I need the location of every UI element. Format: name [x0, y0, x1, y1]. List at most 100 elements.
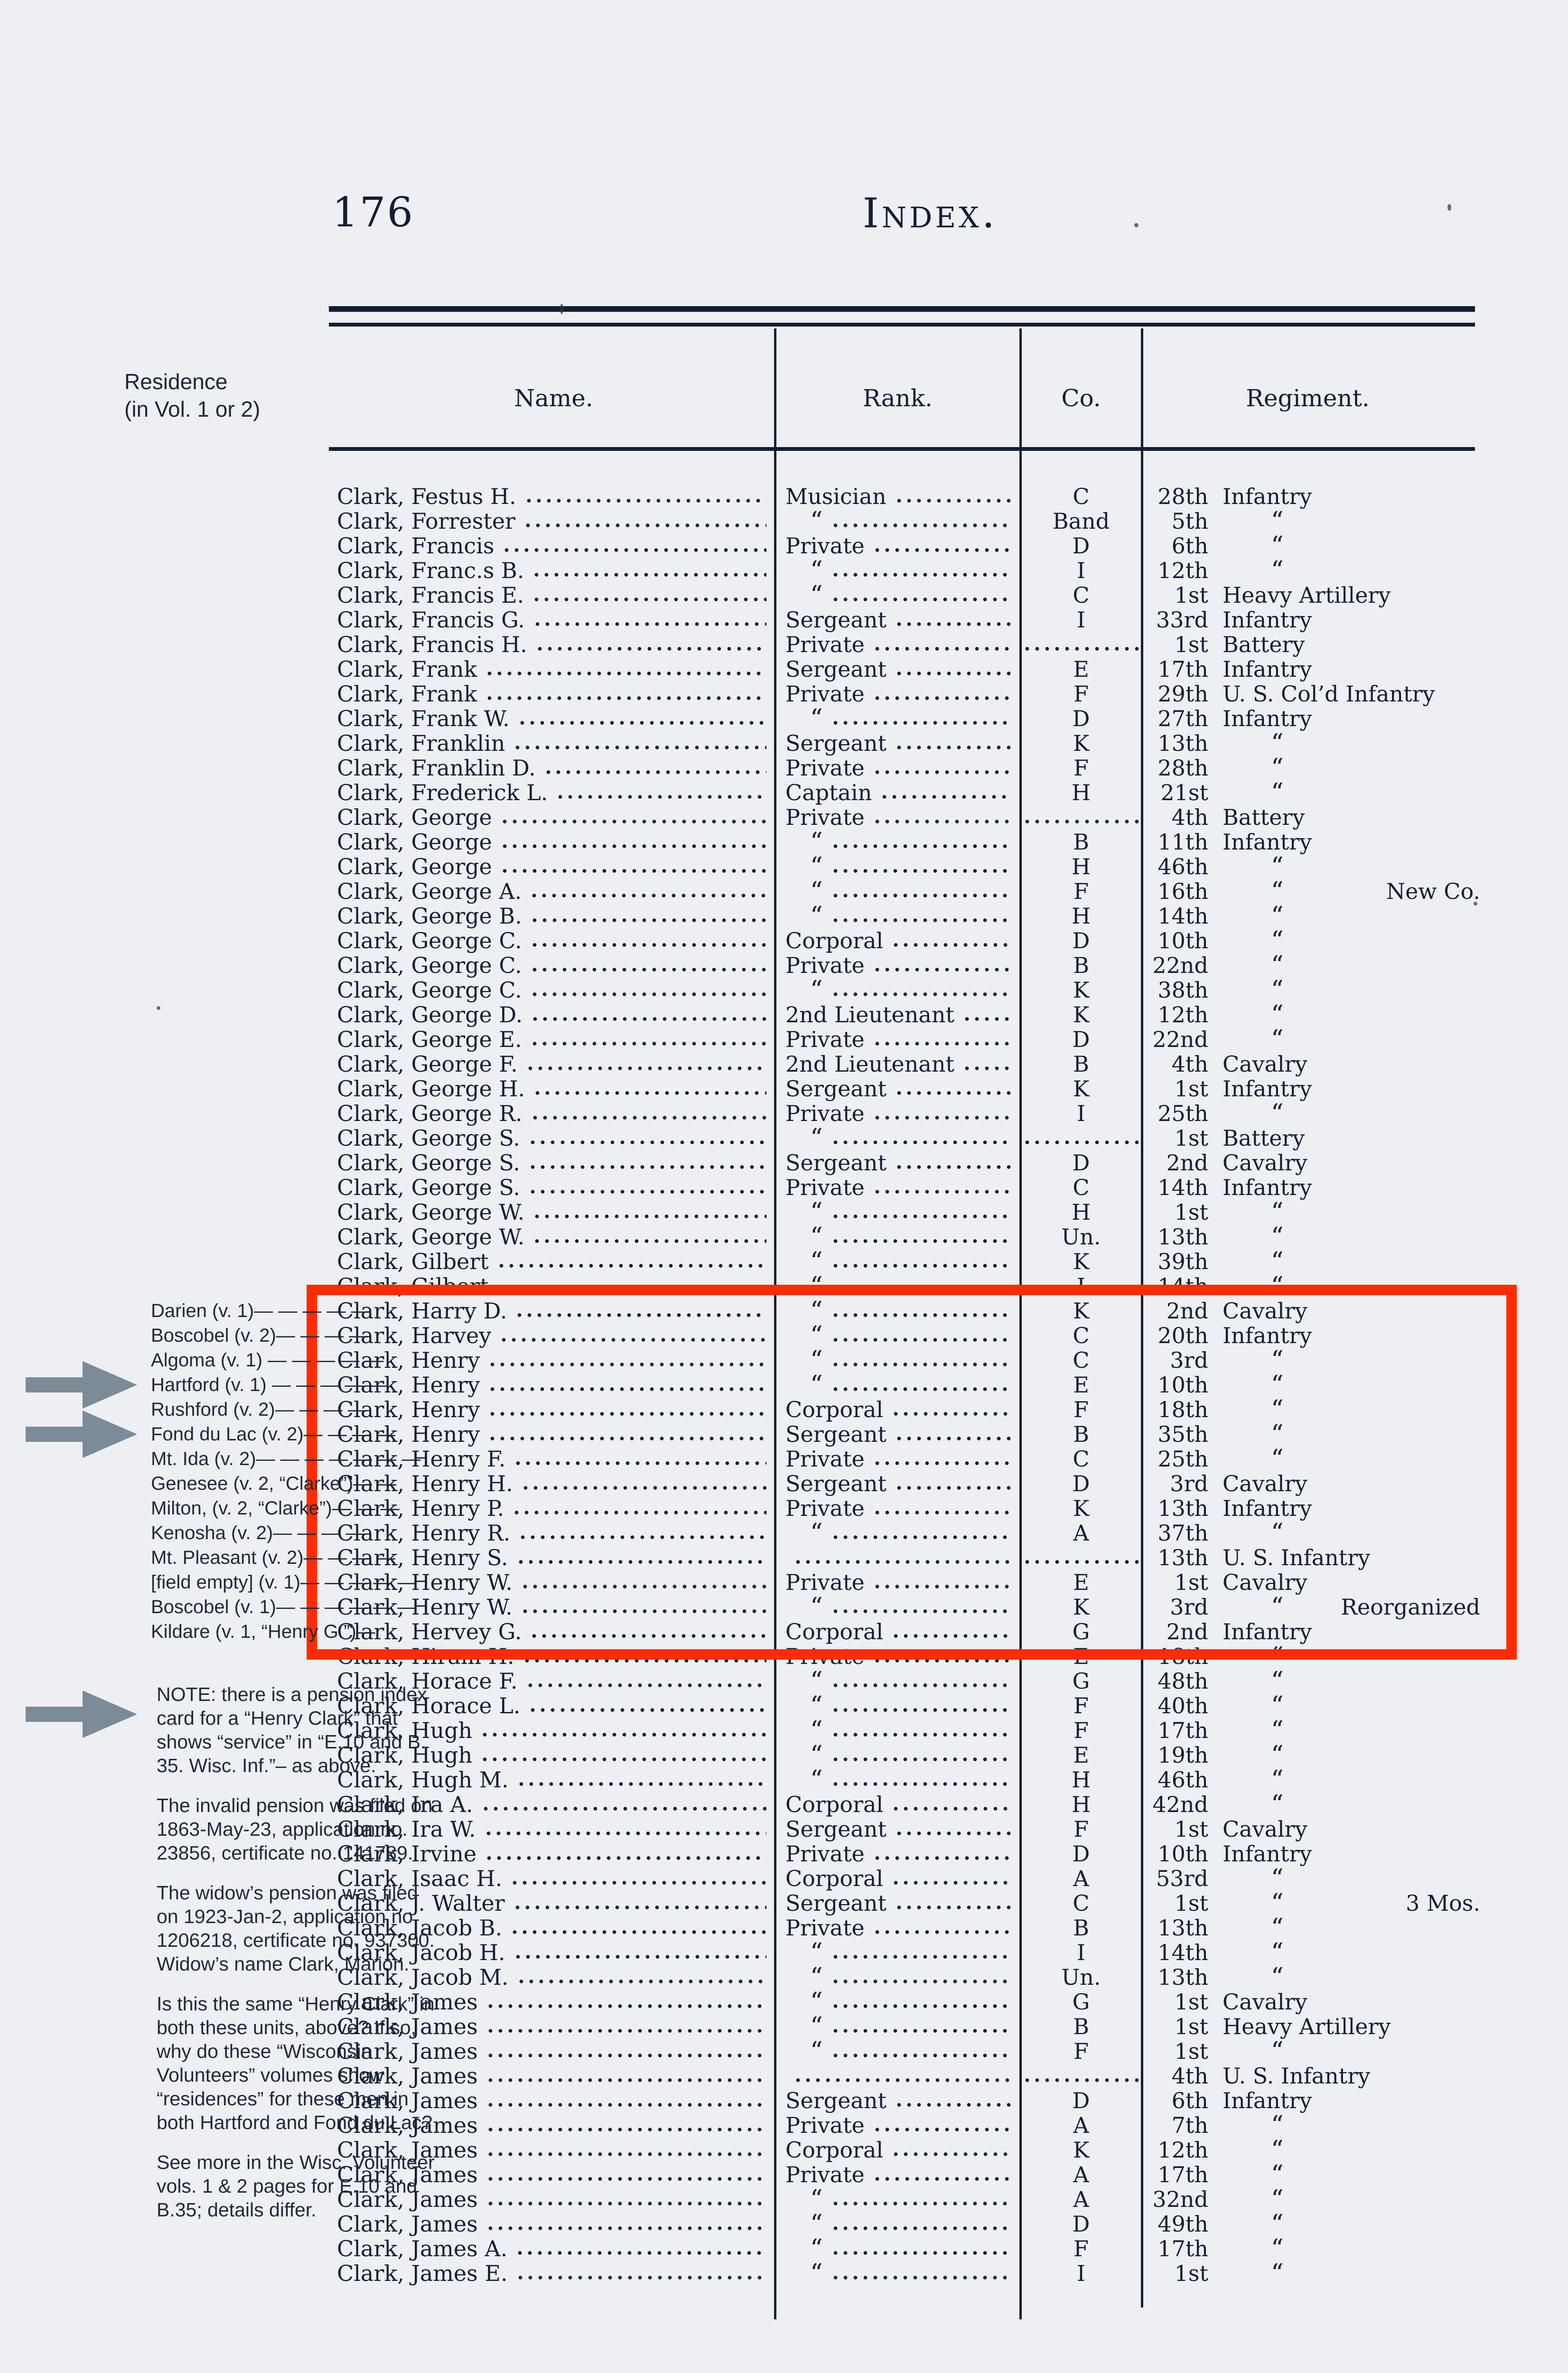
table-row: Clark, George S. Private C 14th Infantry	[332, 1175, 1474, 1200]
row-rank-cell: “	[775, 1198, 1020, 1226]
dot-leader	[485, 2225, 766, 2232]
row-rank: Corporal	[785, 2137, 884, 2163]
row-rank-cell: “	[775, 2037, 1020, 2065]
row-regiment-number: 10th	[1157, 1372, 1208, 1398]
dot-leader	[894, 497, 1012, 504]
row-rank: “	[810, 1741, 823, 1769]
row-regiment-number: 4th	[1171, 2063, 1208, 2089]
row-regiment-cell: 25th “	[1142, 1445, 1474, 1473]
row-regiment-cell: 1st Battery	[1142, 1125, 1474, 1151]
table-row: Clark, Forrester “ Band 5th “	[332, 507, 1474, 535]
row-name: Clark, Franc.s B.	[337, 558, 524, 583]
row-company: B	[1073, 2014, 1089, 2039]
row-regiment-cell: 10th “	[1142, 926, 1474, 955]
row-regiment-unit: Infantry	[1223, 1175, 1312, 1200]
dot-leader	[830, 1386, 1012, 1392]
row-name-cell: Clark, Ira A.	[332, 1792, 775, 1817]
row-regiment-cell: 2nd Cavalry	[1142, 1298, 1474, 1324]
dot-leader	[529, 892, 766, 899]
row-company: G	[1072, 1989, 1090, 2015]
row-name-cell: Clark, George C.	[332, 977, 775, 1003]
row-regiment-cell: 13th “	[1142, 729, 1474, 757]
row-company-cell: I	[1020, 1101, 1142, 1126]
dot-leader	[830, 1139, 1012, 1146]
row-rank-cell: Private	[775, 1841, 1020, 1867]
dot-leader	[830, 1707, 1012, 1713]
table-row: Clark, Horace L. “ F 40th “	[332, 1691, 1474, 1720]
row-rank-cell: Corporal	[775, 1792, 1020, 1817]
row-rank-cell: Private	[775, 755, 1020, 781]
row-name: Clark, Frank W.	[337, 706, 510, 731]
row-name: Clark, Franklin D.	[337, 755, 536, 781]
row-rank-cell: Sergeant	[775, 2088, 1020, 2113]
row-name: Clark, Henry	[337, 1397, 480, 1422]
double-rule-top	[329, 306, 1475, 312]
row-company-cell: C	[1020, 1323, 1142, 1348]
row-name: Clark, George	[337, 804, 492, 830]
dot-leader	[830, 2003, 1012, 2009]
row-company-cell	[1020, 2064, 1142, 2088]
row-regiment-cell: 4th Battery	[1142, 804, 1474, 830]
residence-label: [field empty] (v. 1)— — — — —	[151, 1572, 417, 1593]
dot-leader	[894, 1090, 1012, 1096]
row-name: Clark, Henry S.	[337, 1545, 508, 1570]
dot-leader	[830, 1361, 1012, 1368]
row-rank: Private	[785, 755, 865, 781]
dot-leader	[872, 1040, 1012, 1047]
row-rank-cell: “	[775, 1716, 1020, 1745]
row-name-cell: Clark, Frank	[332, 656, 775, 682]
row-rank: Private	[785, 632, 865, 657]
row-name-cell: Clark, James A.	[332, 2236, 775, 2261]
row-company: B	[1073, 1051, 1089, 1077]
residence-label: Milton, (v. 2, “Clarke”)— — —	[151, 1498, 400, 1519]
row-name: Clark, Isaac H.	[337, 1866, 503, 1891]
dot-leader	[830, 1756, 1012, 1763]
dot-leader	[485, 2151, 766, 2158]
row-regiment-cell: 33rd Infantry	[1142, 607, 1474, 633]
dot-leader	[515, 1559, 766, 1565]
scan-speck	[1447, 204, 1451, 211]
row-rank: “	[810, 556, 823, 585]
dot-leader	[520, 1608, 766, 1615]
row-regiment-number: 12th	[1157, 1002, 1208, 1028]
dot-leader	[872, 1583, 1012, 1590]
row-rank: “	[810, 1938, 823, 1967]
row-name-cell: Clark, James	[332, 2137, 775, 2163]
fond-du-lac-arrow-icon	[26, 1411, 137, 1458]
row-rank: “	[810, 507, 823, 535]
row-company: F	[1073, 755, 1089, 781]
dot-leader	[793, 1559, 1012, 1565]
row-regiment-cell: 2nd Infantry	[1142, 1619, 1474, 1644]
residence-label: Kildare (v. 1, “Henry G.”)—	[151, 1621, 375, 1642]
row-regiment-cell: 17th “	[1142, 2160, 1474, 2189]
dot-leader	[872, 769, 1012, 775]
dot-leader	[830, 1682, 1012, 1689]
dot-leader	[513, 1953, 766, 1960]
row-name: Clark, Jacob M.	[337, 1964, 509, 1990]
row-regiment-unit: “	[1271, 1000, 1284, 1029]
row-regiment-cell: 37th “	[1142, 1519, 1474, 1547]
row-name-cell: Clark, Henry W.	[332, 1594, 775, 1620]
row-rank: “	[810, 1124, 823, 1152]
row-regiment-cell: 14th “	[1142, 1938, 1474, 1967]
row-name: Clark, Henry W.	[337, 1570, 513, 1595]
row-company: I	[1076, 2261, 1086, 2286]
dot-leader	[534, 645, 766, 652]
dot-leader	[480, 1731, 766, 1738]
row-regiment-unit: “	[1271, 1025, 1284, 1054]
row-company-cell: E	[1020, 1742, 1142, 1768]
dot-leader	[485, 2200, 766, 2207]
table-row: Clark, Henry S. 13th U. S. Infantry	[332, 1545, 1474, 1570]
row-name-cell: Clark, Hugh M.	[332, 1767, 775, 1793]
row-rank: “	[810, 852, 823, 881]
row-company: C	[1073, 1890, 1090, 1916]
row-rank: Corporal	[785, 928, 884, 953]
row-company-cell: A	[1020, 1520, 1142, 1546]
row-regiment-unit: Infantry	[1223, 1323, 1312, 1348]
table-row: Clark, Henry W. Private E 1st Cavalry	[332, 1570, 1474, 1595]
dot-leader	[529, 1040, 766, 1047]
row-company-cell: K	[1020, 977, 1142, 1003]
row-company: K	[1073, 1594, 1090, 1620]
row-regiment-cell: 13th “	[1142, 1914, 1474, 1942]
row-regiment-number: 6th	[1171, 2088, 1208, 2113]
